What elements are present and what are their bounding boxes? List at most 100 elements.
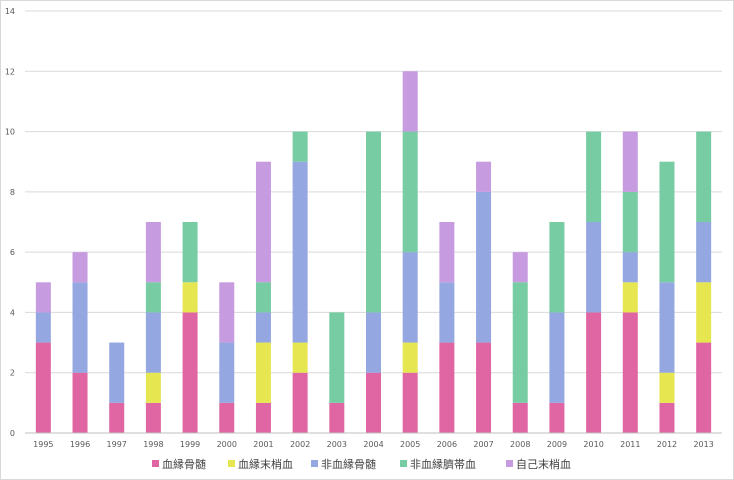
- bar-segment-2011-s4: [622, 131, 638, 192]
- bar-segment-1998-s2: [145, 312, 161, 373]
- bar-segment-1996-s4: [72, 252, 88, 283]
- bar-segment-2008-s3: [512, 282, 528, 403]
- bar-segment-2007-s4: [476, 161, 492, 192]
- x-tick-label: 2004: [363, 440, 383, 449]
- x-tick-label: 2010: [583, 440, 603, 449]
- bar-segment-2007-s0: [476, 342, 492, 433]
- bar-segment-2005-s0: [402, 372, 418, 433]
- bar-segment-2012-s1: [659, 372, 675, 403]
- bar-segment-2012-s3: [659, 161, 675, 283]
- bar-segment-2001-s2: [255, 312, 271, 343]
- bar-segment-2011-s0: [622, 312, 638, 433]
- legend-swatch-4: [506, 460, 513, 467]
- bar-segment-2000-s0: [219, 402, 235, 433]
- legend-swatch-2: [311, 460, 318, 467]
- y-tick-label: 10: [5, 128, 15, 137]
- bar-segment-2013-s1: [696, 282, 712, 343]
- x-tick-label: 2009: [547, 440, 567, 449]
- bar-segment-2011-s1: [622, 282, 638, 313]
- x-tick-label: 1997: [107, 440, 127, 449]
- bar-segment-2010-s2: [586, 222, 602, 313]
- legend-label-1: 血縁末梢血: [238, 457, 293, 471]
- bar-segment-2004-s0: [366, 372, 381, 433]
- bar-segment-2006-s2: [439, 282, 455, 343]
- bar-segment-2011-s3: [622, 191, 638, 253]
- bar-segment-1995-s2: [35, 312, 51, 343]
- bar-segment-2002-s3: [292, 131, 308, 162]
- bar-segment-1998-s4: [145, 222, 161, 283]
- legend-label-4: 自己末梢血: [516, 457, 571, 471]
- x-tick-label: 2002: [290, 440, 310, 449]
- bar-segment-1999-s3: [182, 222, 198, 283]
- y-tick-label: 2: [10, 369, 15, 378]
- bar-segment-1999-s1: [182, 282, 198, 313]
- legend-label-3: 非血縁臍帯血: [410, 457, 476, 471]
- bar-segment-2008-s0: [512, 402, 528, 433]
- bar-segment-2004-s3: [366, 131, 381, 313]
- x-tick-label: 2003: [327, 440, 347, 449]
- x-tick-label: 2008: [510, 440, 530, 449]
- legend-label-0: 血縁骨髄: [162, 457, 206, 471]
- bar-segment-2009-s3: [549, 222, 565, 313]
- y-tick-label: 8: [10, 188, 15, 197]
- x-tick-label: 1999: [180, 440, 200, 449]
- bar-segment-1996-s0: [72, 372, 88, 433]
- x-tick-label: 1996: [70, 440, 90, 449]
- y-tick-label: 0: [10, 429, 15, 438]
- bar-segment-2001-s3: [255, 282, 271, 313]
- x-tick-label: 2005: [400, 440, 420, 449]
- bar-segment-1997-s2: [109, 342, 125, 403]
- bar-segment-1996-s2: [72, 282, 88, 373]
- bar-segment-2005-s2: [402, 252, 418, 343]
- bar-segment-2007-s2: [476, 191, 492, 343]
- bar-segment-2001-s0: [255, 402, 271, 433]
- y-tick-label: 12: [5, 67, 15, 76]
- x-tick-label: 1998: [143, 440, 163, 449]
- bar-segment-2006-s4: [439, 222, 455, 283]
- bar-segment-1995-s0: [35, 342, 51, 433]
- bar-segment-2011-s2: [622, 252, 638, 283]
- x-tick-label: 2000: [217, 440, 237, 449]
- bar-segment-1998-s3: [145, 282, 161, 313]
- bar-segment-2003-s0: [329, 402, 345, 433]
- bar-segment-2000-s2: [219, 342, 235, 403]
- x-tick-label: 2011: [620, 440, 640, 449]
- bar-segment-2006-s0: [439, 342, 455, 433]
- legend-label-2: 非血縁骨髄: [321, 457, 376, 471]
- bar-segment-2005-s4: [402, 71, 418, 132]
- bar-segment-2001-s1: [255, 342, 271, 403]
- bar-segment-2005-s1: [402, 342, 418, 373]
- legend-swatch-0: [152, 460, 159, 467]
- x-tick-label: 2013: [693, 440, 713, 449]
- bar-segment-2012-s2: [659, 282, 675, 373]
- bar-segment-2001-s4: [255, 161, 271, 283]
- bar-segment-2005-s3: [402, 131, 418, 253]
- bar-segment-2002-s1: [292, 342, 308, 373]
- x-tick-label: 2006: [437, 440, 457, 449]
- bar-segment-2013-s2: [696, 222, 712, 283]
- x-tick-label: 1995: [33, 440, 53, 449]
- bar-segment-2002-s2: [292, 161, 308, 343]
- bar-segment-2010-s0: [586, 312, 602, 433]
- legend-swatch-3: [400, 460, 407, 467]
- bar-segment-2004-s2: [366, 312, 381, 373]
- bar-segment-2009-s2: [549, 312, 565, 403]
- bar-segment-1997-s0: [109, 402, 125, 433]
- bar-segment-1998-s0: [145, 402, 161, 433]
- bar-segment-2012-s0: [659, 402, 675, 433]
- bar-segment-2013-s0: [696, 342, 712, 433]
- bar-segment-1999-s0: [182, 312, 198, 433]
- bar-segment-2009-s0: [549, 402, 565, 433]
- legend-swatch-1: [228, 460, 235, 467]
- bar-segment-1998-s1: [145, 372, 161, 403]
- bar-segment-2010-s3: [586, 131, 602, 222]
- y-tick-label: 4: [10, 308, 15, 317]
- x-tick-label: 2012: [657, 440, 677, 449]
- bar-segment-2002-s0: [292, 372, 308, 433]
- y-tick-label: 14: [5, 7, 15, 16]
- bar-segment-2013-s3: [696, 131, 712, 222]
- bar-segment-2008-s4: [512, 252, 528, 283]
- bar-segment-1995-s4: [35, 282, 51, 313]
- x-tick-label: 2001: [253, 440, 273, 449]
